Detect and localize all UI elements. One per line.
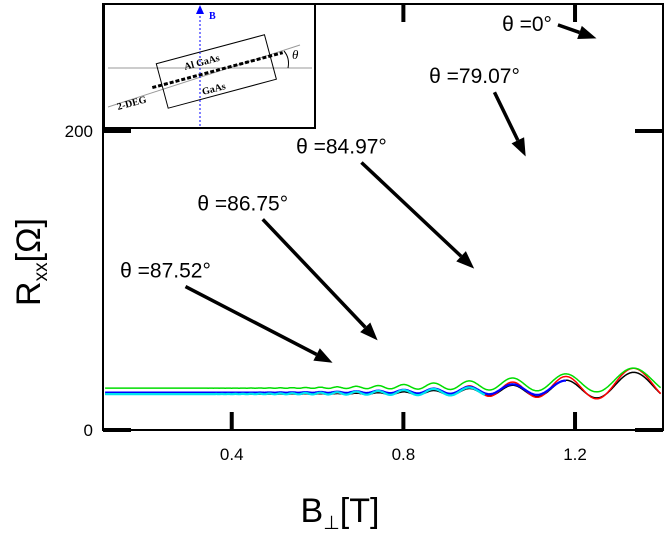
y-axis-title: Rxx[Ω] [10, 218, 52, 306]
annotation-label-3: θ =86.75° [197, 192, 288, 215]
annotation-arrowhead-0 [577, 25, 597, 40]
tick-labels: 0.4 0.8 1.2 0 200 [65, 122, 587, 464]
series-curves [104, 367, 662, 400]
annotation-arrowhead-3 [360, 322, 378, 341]
inset-field-label: B [209, 11, 216, 22]
sample-geometry-inset: B θ Al GaAs GaAs 2-DEG [103, 3, 316, 129]
x-axis-title-main: B [301, 492, 324, 530]
annotation-arrowhead-4 [313, 348, 333, 363]
x-axis-title: B⊥[T] [301, 492, 380, 534]
series-line-4 [104, 386, 486, 397]
angle-annotations: θ =0° θ =79.07° θ =84.97° θ =86.75° θ =87.52… [120, 13, 597, 363]
inset-field-arrowhead [196, 5, 204, 14]
annotation-label-0: θ =0° [502, 13, 552, 36]
inset-2deg-layer [151, 51, 284, 90]
inset-angle-label: θ [292, 47, 299, 62]
y-axis-title-main: R [10, 281, 48, 306]
annotation-label-2: θ =84.97° [296, 135, 387, 158]
x-axis-title-unit: [T] [340, 492, 380, 530]
annotation-arrow-3 [261, 218, 367, 329]
y-axis-title-sub: xx [31, 262, 52, 282]
annotation-arrowhead-1 [511, 137, 526, 157]
annotation-label-1: θ =79.07° [429, 65, 520, 88]
y-tick-label-1: 200 [65, 122, 93, 141]
x-tick-label-2: 1.2 [563, 445, 587, 464]
inset-frame [103, 3, 316, 129]
inset-angle-arc [283, 50, 289, 69]
x-axis-title-sub: ⊥ [323, 513, 340, 534]
annotation-arrow-2 [360, 161, 463, 258]
y-axis-title-unit: [Ω] [10, 218, 48, 262]
annotation-arrowhead-2 [456, 251, 475, 269]
annotation-arrow-4 [184, 284, 318, 357]
axes [102, 3, 664, 431]
plot-frame [102, 3, 664, 431]
x-tick-label-1: 0.8 [392, 445, 416, 464]
annotation-label-4: θ =87.52° [120, 260, 211, 283]
x-tick-label-0: 0.4 [220, 445, 244, 464]
series-line-2 [105, 367, 662, 393]
annotation-arrow-1 [492, 91, 520, 142]
annotation-arrow-0 [557, 23, 581, 35]
tick-marks [103, 4, 663, 432]
y-tick-label-0: 0 [84, 421, 93, 440]
